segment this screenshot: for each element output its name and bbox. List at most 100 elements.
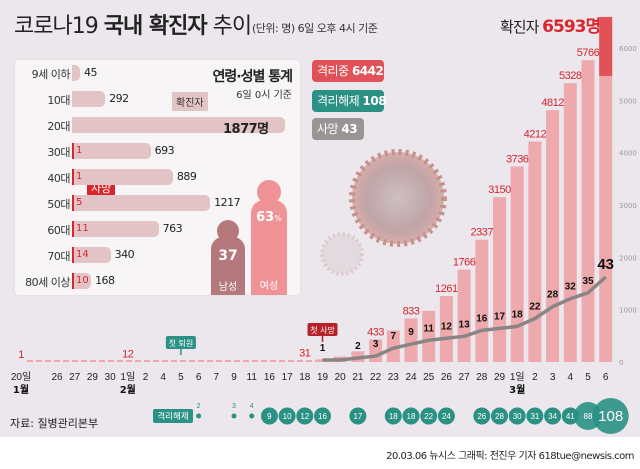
x-tick-label: 9 (231, 372, 237, 383)
age-row-bar (72, 65, 80, 81)
male-head (217, 220, 239, 242)
age-row-bar (72, 247, 111, 263)
age-row-deaths: 5 (72, 195, 82, 211)
age-row-bar (72, 117, 285, 133)
confirmed-label: 31 (299, 347, 311, 359)
released-bubble (384, 407, 402, 425)
age-row-value: 292 (109, 92, 129, 105)
month-label: 2월 (120, 384, 136, 396)
death-line (322, 275, 607, 362)
death-label: 43 (597, 256, 614, 273)
confirmed-bar (457, 269, 471, 362)
x-tick-label: 27 (69, 372, 81, 383)
death-label: 32 (565, 282, 577, 293)
released-bubble (278, 407, 296, 425)
x-tick-label: 26 (441, 372, 453, 383)
age-row-label: 80세 이상 (25, 276, 70, 289)
released-bubble (260, 407, 278, 425)
annotation-label: 첫 퇴원 (169, 339, 194, 348)
y-tick-label: 4000 (619, 150, 637, 158)
credit: 20.03.06 뉴시스 그래픽: 전진우 기자 618tue@newsis.c… (386, 451, 634, 462)
x-tick-label: 5 (585, 372, 591, 383)
female-value: 63% (256, 210, 282, 225)
released-value: 4 (250, 403, 254, 410)
month-label: 1월 (13, 384, 29, 396)
male-figure: 37 남성 (211, 220, 245, 295)
age-row-label: 20대 (47, 120, 70, 133)
age-row-deaths: 11 (72, 221, 89, 237)
released-value: 34 (548, 412, 557, 421)
unit-note: (단위: 명) 6일 오후 4시 기준 (252, 22, 378, 35)
death-label: 7 (391, 331, 397, 342)
released-value: 16 (318, 412, 327, 421)
released-label: 격리해제 (157, 411, 188, 422)
confirmed-label: 1261 (435, 283, 458, 295)
confirmed-bar (439, 296, 453, 362)
released-value: 17 (353, 412, 362, 421)
released-bubble (196, 413, 202, 419)
released-value: 31 (530, 412, 539, 421)
age-row-bar (72, 143, 151, 159)
released-value: 88 (584, 412, 593, 421)
confirmed-bar (599, 16, 613, 362)
released-bubble (420, 407, 438, 425)
released-value: 41 (566, 412, 575, 421)
death-label: 2 (355, 341, 361, 352)
total-confirmed: 확진자 6593명 (500, 17, 601, 37)
confirmed-label: 4812 (541, 97, 564, 109)
confirmed-label: 4212 (524, 129, 547, 141)
confirmed-bar-new (599, 16, 613, 77)
female-body (251, 200, 287, 295)
confirmed-label: 833 (403, 305, 420, 317)
released-value: 18 (407, 412, 416, 421)
x-tick-label: 20일 (11, 371, 31, 383)
panel-title: 연령·성별 통계 (212, 69, 293, 85)
age-row-label: 40대 (47, 172, 70, 185)
x-tick-label: 17 (282, 372, 294, 383)
released-bubble (491, 407, 508, 425)
age-row-label: 10대 (47, 94, 70, 107)
released-bubble (231, 413, 237, 419)
female-figure: 63% 여성 (251, 180, 287, 295)
confirmed-bar (563, 83, 577, 362)
age-row-value: 168 (95, 274, 115, 287)
age-row-deaths: 14 (72, 247, 89, 263)
x-tick-label: 1일 (120, 371, 135, 383)
released-bubble (249, 413, 255, 419)
age-row-deaths: 1 (72, 169, 82, 185)
released-bubble (526, 407, 544, 425)
x-tick-label: 20 (335, 372, 347, 383)
released-value: 26 (477, 412, 486, 421)
confirmed-bar (546, 110, 560, 362)
x-tick-label: 2 (143, 372, 149, 383)
age-row-bar (72, 273, 92, 289)
released-value: 9 (267, 412, 272, 421)
confirmed-bar (493, 197, 506, 362)
y-tick-label: 1000 (619, 307, 637, 315)
x-tick-label: 19 (317, 372, 329, 383)
confirmed-bar (386, 330, 400, 362)
confirmed-label: 3150 (488, 184, 511, 196)
annotation-box (307, 323, 338, 336)
x-tick-label: 26 (51, 372, 63, 383)
released-value: 12 (300, 412, 309, 421)
released-value: 3 (232, 403, 236, 410)
x-tick-label: 29 (87, 372, 99, 383)
male-value: 37 (218, 248, 238, 264)
x-tick-label: 1일 (510, 371, 525, 383)
age-row-label: 70대 (47, 250, 70, 263)
confirmed-bar (510, 166, 524, 362)
released-value: 18 (389, 412, 398, 421)
age-row-value: 45 (84, 66, 98, 79)
x-tick-label: 27 (459, 372, 471, 383)
death-label: 35 (582, 276, 594, 287)
annotation-label: 첫 사망 (310, 325, 335, 335)
page-title: 코로나19 국내 확진자 추이 (14, 14, 252, 39)
female-label: 여성 (259, 281, 279, 292)
x-tick-label: 11 (247, 372, 258, 383)
age-row-label: 9세 이하 (31, 68, 71, 81)
age-row-deaths: 10 (72, 273, 89, 289)
death-label: 28 (547, 290, 559, 301)
released-bubble (561, 407, 579, 425)
